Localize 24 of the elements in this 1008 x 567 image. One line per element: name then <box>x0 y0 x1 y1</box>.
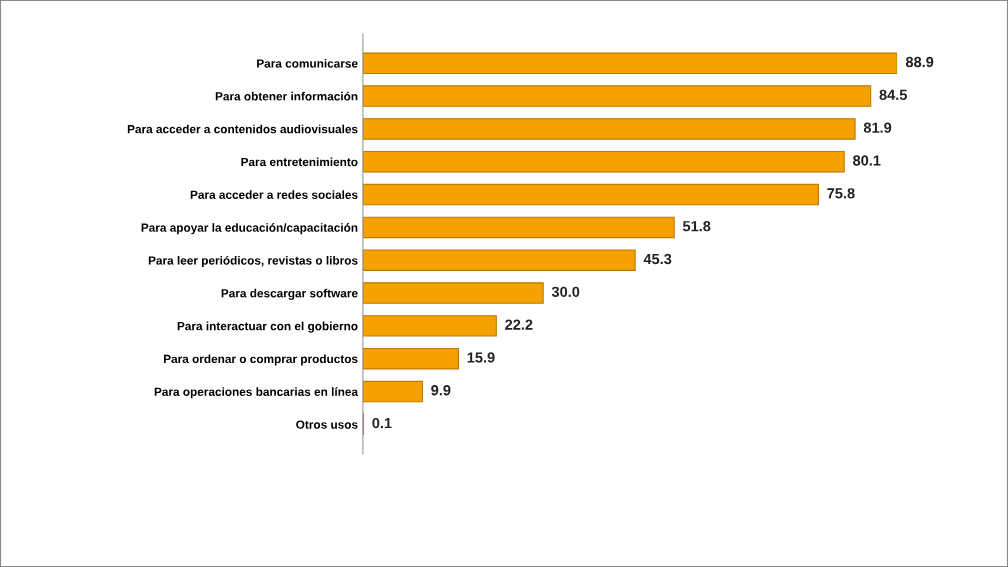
y-tick-label: Para obtener información <box>215 91 358 101</box>
data-label: 80.1 <box>853 155 881 166</box>
y-tick-label: Para acceder a redes sociales <box>190 190 358 199</box>
y-tick-label: Para descargar software <box>221 288 358 300</box>
y-tick-label: Para acceder a contenidos audiovisuales <box>127 124 358 134</box>
y-tick-label: Para comunicarse <box>257 58 358 68</box>
data-label: 9.9 <box>431 385 451 396</box>
y-tick-label: Para ordenar o comprar productos <box>163 354 358 366</box>
data-label: 30.0 <box>551 286 580 297</box>
data-label: 0.1 <box>372 417 392 429</box>
data-label: 45.3 <box>643 253 672 265</box>
data-label: 15.9 <box>467 352 495 363</box>
data-label: 81.9 <box>863 122 892 133</box>
y-tick-label: Para apoyar la educación/capacitación <box>141 223 358 235</box>
y-tick-label: Para operaciones bancarias en línea <box>154 387 359 399</box>
y-tick-label: Para interactuar con el gobierno <box>177 321 358 333</box>
data-label: 51.8 <box>682 220 711 232</box>
y-tick-label: Para entretenimiento <box>241 157 358 167</box>
data-label: 88.9 <box>905 56 934 68</box>
y-tick-label: Para leer periódicos, revistas o libros <box>148 255 358 267</box>
data-label: 75.8 <box>827 188 855 199</box>
data-label: 22.2 <box>505 319 533 330</box>
y-tick-label: Otros usos <box>296 420 358 429</box>
data-label: 84.5 <box>879 89 907 101</box>
